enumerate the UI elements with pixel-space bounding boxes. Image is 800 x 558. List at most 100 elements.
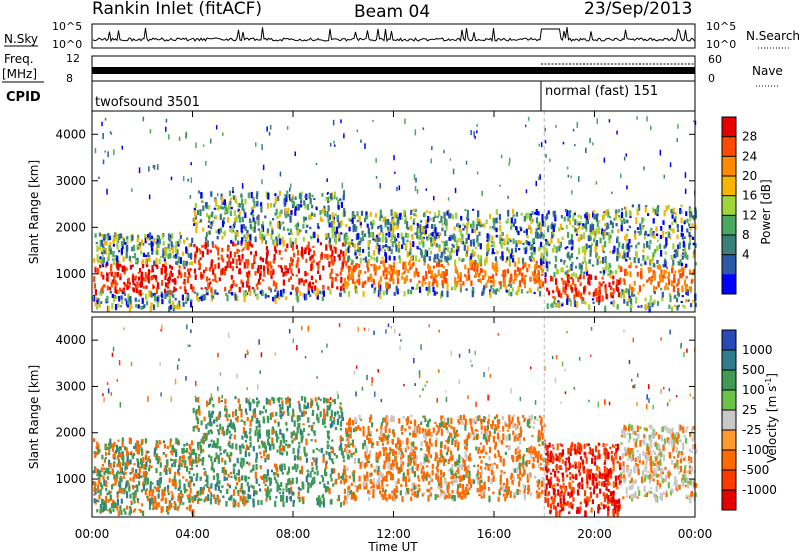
power-echo-cell <box>451 287 453 289</box>
power-echo-cell <box>306 245 308 250</box>
power-echo-cell <box>467 245 469 251</box>
power-echo-cell <box>622 243 624 249</box>
power-echo-cell <box>671 280 673 286</box>
velocity-echo-cell <box>302 483 304 489</box>
velocity-echo-cell <box>240 409 242 412</box>
power-echo-cell <box>444 230 446 236</box>
velocity-echo-cell <box>285 440 287 442</box>
power-echo-cell <box>605 210 607 216</box>
velocity-echo-cell <box>172 481 174 484</box>
velocity-echo-cell <box>232 411 234 417</box>
velocity-echo-cell <box>308 425 310 427</box>
velocity-echo-cell <box>293 448 295 454</box>
power-echo-cell <box>346 284 348 289</box>
power-scatter-cell <box>179 137 181 142</box>
power-echo-cell <box>151 247 153 251</box>
power-echo-cell <box>431 270 433 276</box>
power-echo-cell <box>546 252 548 257</box>
power-echo-cell <box>256 294 258 300</box>
power-echo-cell <box>161 293 163 298</box>
velocity-echo-cell <box>484 426 486 431</box>
velocity-echo-cell <box>299 497 301 503</box>
power-echo-cell <box>374 288 376 291</box>
velocity-echo-cell <box>235 409 237 416</box>
power-echo-cell <box>683 236 685 239</box>
power-echo-cell <box>258 265 260 272</box>
power-echo-cell <box>169 290 171 296</box>
velocity-echo-cell <box>247 417 249 421</box>
power-echo-cell <box>522 243 524 245</box>
power-echo-cell <box>110 291 112 294</box>
cpid-segment-2: normal (fast) 151 <box>545 84 658 99</box>
power-echo-cell <box>221 248 223 252</box>
power-echo-cell <box>308 287 310 289</box>
power-scatter-cell <box>107 151 109 157</box>
velocity-echo-cell <box>494 463 496 465</box>
power-scatter-cell <box>287 126 289 130</box>
power-echo-cell <box>337 200 339 205</box>
power-echo-cell <box>256 201 258 207</box>
velocity-echo-cell <box>432 464 434 469</box>
velocity-echo-cell <box>145 438 147 443</box>
power-echo-cell <box>547 303 549 309</box>
power-echo-cell <box>157 282 159 288</box>
power-echo-cell <box>653 233 655 238</box>
power-echo-cell <box>216 208 218 210</box>
power-echo-cell <box>309 294 311 297</box>
power-echo-cell <box>225 205 227 211</box>
power-echo-cell <box>462 258 464 261</box>
power-scatter-cell <box>263 165 265 170</box>
velocity-echo-cell <box>350 490 352 494</box>
power-scatter-cell <box>165 127 167 132</box>
velocity-echo-cell <box>120 510 122 515</box>
power-echo-cell <box>534 266 536 270</box>
power-echo-cell <box>650 259 652 263</box>
velocity-echo-cell <box>320 411 322 417</box>
velocity-echo-cell <box>269 444 271 450</box>
power-echo-cell <box>234 232 236 234</box>
power-echo-cell <box>552 290 554 293</box>
velocity-echo-cell <box>277 422 279 424</box>
velocity-echo-cell <box>121 452 123 454</box>
power-echo-cell <box>359 216 361 222</box>
velocity-echo-cell <box>168 493 170 496</box>
power-echo-cell <box>165 266 167 271</box>
power-echo-cell <box>526 229 528 233</box>
power-scatter-cell <box>255 142 257 147</box>
power-echo-cell <box>267 193 269 200</box>
power-echo-cell <box>635 251 637 256</box>
power-echo-cell <box>475 247 477 250</box>
power-echo-cell <box>593 302 595 304</box>
velocity-echo-cell <box>401 432 403 435</box>
velocity-echo-cell <box>173 506 175 508</box>
velocity-echo-cell <box>110 511 112 514</box>
velocity-echo-cell <box>339 447 341 451</box>
power-echo-cell <box>262 258 264 262</box>
power-echo-cell <box>351 241 353 243</box>
velocity-echo-cell <box>403 416 405 419</box>
power-scatter-cell <box>105 118 107 121</box>
power-echo-cell <box>252 207 254 210</box>
power-echo-cell <box>372 220 374 224</box>
velocity-echo-cell <box>457 419 459 423</box>
power-echo-cell <box>314 213 316 217</box>
power-echo-cell <box>397 273 399 279</box>
velocity-echo-cell <box>116 445 118 450</box>
power-echo-cell <box>380 248 382 251</box>
velocity-echo-cell <box>200 447 202 454</box>
power-echo-cell <box>228 203 230 210</box>
power-echo-cell <box>377 266 379 269</box>
power-echo-cell <box>583 232 585 239</box>
power-echo-cell <box>499 214 501 220</box>
power-echo-cell <box>474 251 476 255</box>
power-echo-cell <box>322 208 324 214</box>
power-echo-cell <box>349 227 351 232</box>
power-scatter-cell <box>270 125 272 130</box>
velocity-echo-cell <box>464 460 466 465</box>
power-echo-cell <box>514 275 516 279</box>
power-echo-cell <box>355 226 357 230</box>
power-echo-cell <box>320 257 322 260</box>
velocity-echo-cell <box>333 420 335 425</box>
power-echo-cell <box>560 242 562 248</box>
power-echo-cell <box>478 243 480 247</box>
